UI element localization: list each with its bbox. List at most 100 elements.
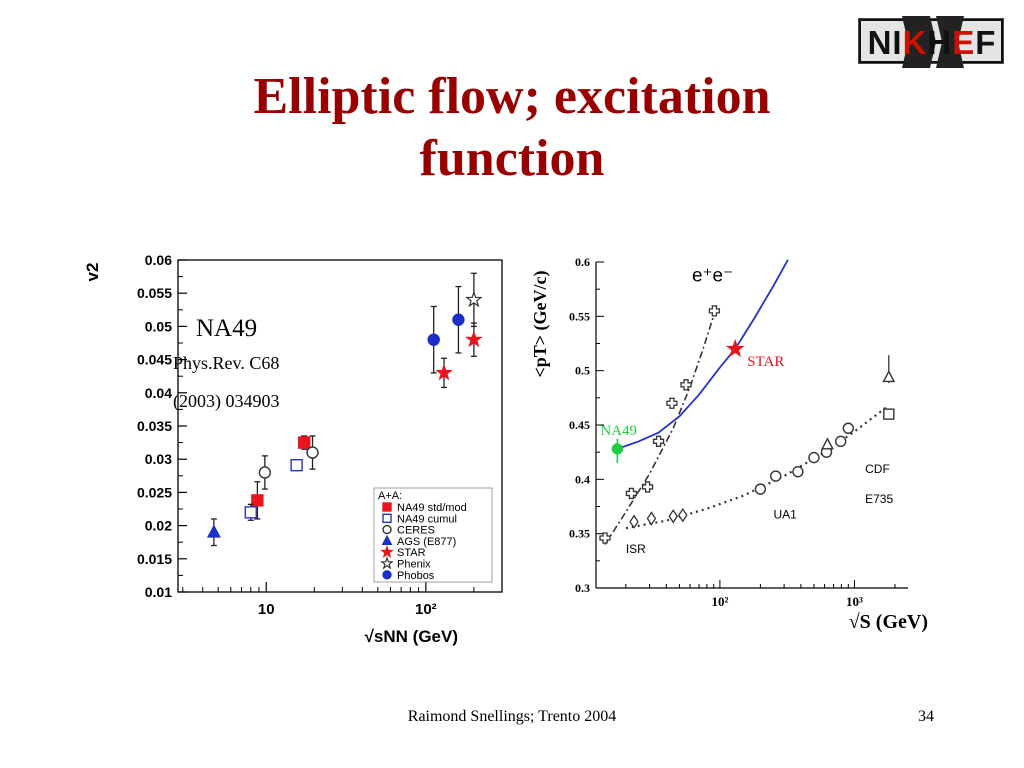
legend-marker xyxy=(382,502,392,512)
logo-lettering: NIKHEF xyxy=(868,24,997,61)
series-star xyxy=(435,322,483,389)
x-axis-label: √S (GeV) xyxy=(849,611,928,633)
y-tick-label: 0.05 xyxy=(145,318,172,334)
legend-entry: NA49 std/mod xyxy=(397,502,467,514)
data-point xyxy=(641,481,654,493)
legend-entry: AGS (E877) xyxy=(397,536,456,548)
legend-marker xyxy=(380,545,394,559)
y-tick-label: 0.6 xyxy=(575,255,590,269)
x-tick-label: 10² xyxy=(711,594,728,609)
data-point xyxy=(725,339,745,357)
y-tick-label: 0.35 xyxy=(569,527,590,541)
series-ags-e877 xyxy=(206,518,221,547)
v2-excitation-chart: 0.01 0.015 0.02 0.025 0.03 0.035 0.04 0.045 0.05… xyxy=(78,240,512,660)
data-point xyxy=(306,446,319,459)
y-tick-label: 0.55 xyxy=(569,309,590,323)
data-point xyxy=(883,408,895,420)
legend-title: A+A: xyxy=(378,490,402,502)
series-isr xyxy=(629,508,688,529)
publication-year: (2003) 034903 xyxy=(173,391,280,412)
y-tick-label: 0.015 xyxy=(137,551,172,567)
data-point xyxy=(842,422,854,434)
x-tick-label: 10 xyxy=(258,601,275,618)
series-ceres xyxy=(258,435,319,490)
data-point xyxy=(668,509,679,524)
label-cdf: CDF xyxy=(865,462,890,476)
y-axis-label: v2 xyxy=(83,263,102,282)
y-tick-label: 0.045 xyxy=(137,352,172,368)
series-na49 xyxy=(611,438,624,463)
legend-entry: CERES xyxy=(397,525,435,537)
legend-entry: Phenix xyxy=(397,559,431,571)
curve-na49-star-fit xyxy=(617,259,789,450)
v2-chart-svg: 0.01 0.015 0.02 0.025 0.03 0.035 0.04 0.045 0.05… xyxy=(83,252,503,646)
data-point xyxy=(680,379,692,391)
legend-entry: Phobos xyxy=(397,570,435,582)
y-axis-label: <pT> (GeV/c) xyxy=(530,270,551,377)
x-tick-label: 10² xyxy=(415,601,437,618)
label-star: STAR xyxy=(747,354,784,370)
data-point xyxy=(678,508,688,523)
data-point xyxy=(625,487,638,500)
y-tick-label: 0.3 xyxy=(575,581,590,595)
x-axis-label: √sNN (GeV) xyxy=(365,627,458,646)
y-tick-label: 0.5 xyxy=(575,364,590,378)
series-e735 xyxy=(883,408,895,420)
series-e-e xyxy=(599,305,721,544)
label-e735: E735 xyxy=(865,492,893,506)
data-point xyxy=(251,494,264,507)
series-phenix xyxy=(465,272,483,328)
mean-pt-chart-svg: 0.3 0.35 0.4 0.45 0.5 0.55 0.6 10² 10³ <pT> (GeV/… xyxy=(530,255,928,633)
y-tick-label: 0.4 xyxy=(575,472,590,486)
data-point xyxy=(435,363,453,381)
data-point xyxy=(298,436,311,449)
legend-marker xyxy=(380,556,394,570)
data-point xyxy=(646,511,657,526)
legend-marker xyxy=(381,534,393,545)
y-tick-label: 0.025 xyxy=(137,484,172,500)
data-point xyxy=(808,451,820,464)
legend-box xyxy=(373,487,493,583)
data-point xyxy=(599,532,611,544)
data-point xyxy=(465,290,483,308)
mean-pt-chart: 0.3 0.35 0.4 0.45 0.5 0.55 0.6 10² 10³ <pT> (GeV/… xyxy=(528,244,948,644)
y-tick-label: 0.055 xyxy=(137,285,172,301)
legend-marker xyxy=(382,570,392,580)
label-ua1: UA1 xyxy=(773,507,797,521)
footer-credit: Raimond Snellings; Trento 2004 xyxy=(407,708,617,725)
page-number: 34 xyxy=(918,708,934,725)
label-na49: NA49 xyxy=(600,423,637,439)
data-point xyxy=(708,305,721,317)
legend-entry: STAR xyxy=(397,547,426,559)
data-point xyxy=(652,435,665,447)
y-tick-label: 0.02 xyxy=(145,518,172,534)
data-point xyxy=(465,330,483,348)
legend-marker xyxy=(382,524,392,535)
nikhef-logo: NIKHEF xyxy=(858,16,1004,68)
data-point xyxy=(770,470,782,482)
legend-entry: NA49 cumul xyxy=(397,513,457,525)
publication-journal: Phys.Rev. C68 xyxy=(173,353,279,373)
title-line-1: Elliptic flow; excitation xyxy=(253,68,771,125)
data-point xyxy=(611,443,624,455)
data-point xyxy=(882,369,896,383)
series-star xyxy=(725,339,745,357)
data-point xyxy=(206,524,221,538)
y-tick-label: 0.45 xyxy=(569,418,590,432)
publication-label: NA49 xyxy=(196,315,257,342)
y-tick-label: 0.06 xyxy=(145,252,172,268)
data-point xyxy=(427,333,440,346)
data-point xyxy=(629,514,639,529)
data-point xyxy=(834,435,847,448)
data-point xyxy=(290,458,303,472)
title-line-2: function xyxy=(419,130,605,187)
data-point xyxy=(244,506,257,519)
label-ee: e⁺e⁻ xyxy=(692,266,733,287)
data-point xyxy=(754,483,767,495)
data-point xyxy=(821,437,834,450)
y-tick-label: 0.035 xyxy=(137,418,172,434)
data-point xyxy=(666,397,678,409)
y-tick-label: 0.01 xyxy=(145,584,172,600)
x-tick-label: 10³ xyxy=(846,594,863,609)
